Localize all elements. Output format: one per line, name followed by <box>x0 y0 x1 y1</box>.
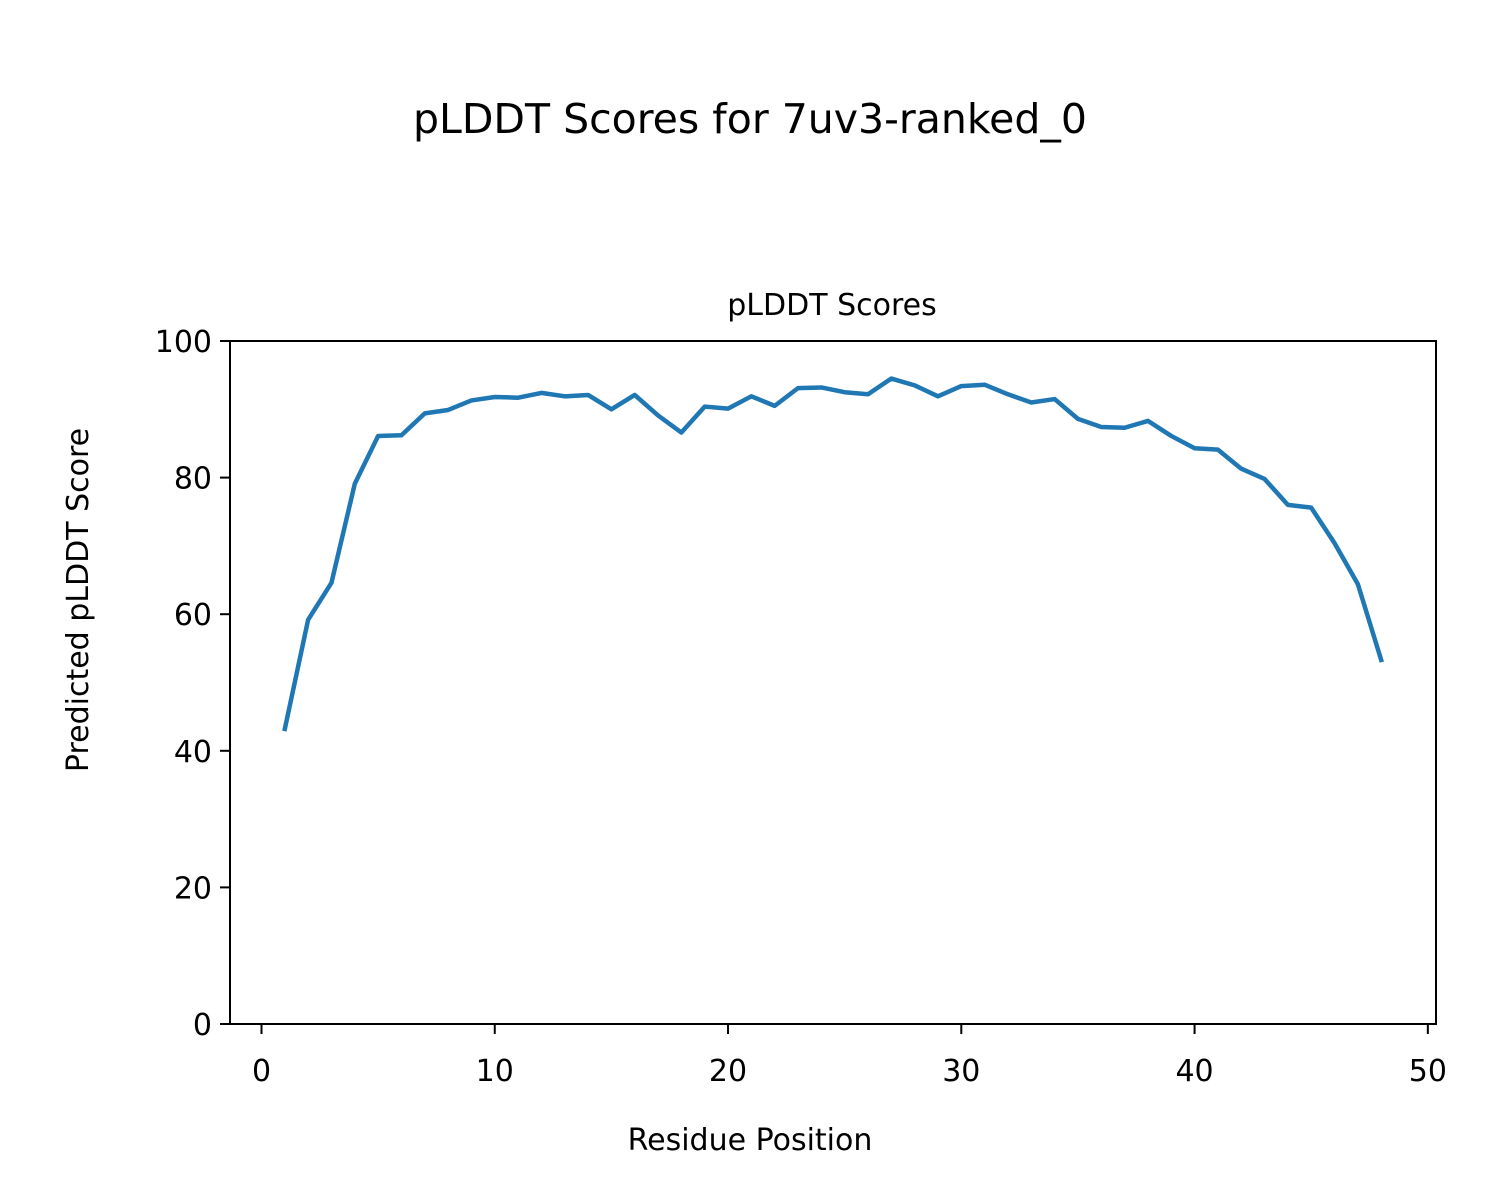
y-tick-label: 100 <box>155 325 212 360</box>
x-axis-label: Residue Position <box>628 1123 873 1158</box>
y-axis-label: Predicted pLDDT Score <box>61 428 96 772</box>
x-axis-ticks: 0 10 20 30 40 50 <box>252 1024 1447 1089</box>
chart-title: pLDDT Scores <box>727 288 936 323</box>
axes-frame <box>229 340 1437 1025</box>
y-tick-label: 80 <box>174 462 212 497</box>
plot-area <box>282 376 1384 732</box>
x-tick-label: 10 <box>476 1054 514 1089</box>
x-tick-label: 20 <box>709 1054 747 1089</box>
x-tick-label: 30 <box>942 1054 980 1089</box>
series-line-0 <box>282 376 1384 732</box>
x-tick-label: 0 <box>252 1054 271 1089</box>
y-axis-ticks: 0 20 40 60 80 100 <box>155 325 230 1043</box>
y-tick-label: 40 <box>174 735 212 770</box>
y-tick-label: 60 <box>174 598 212 633</box>
x-tick-label: 40 <box>1175 1054 1213 1089</box>
y-tick-label: 0 <box>193 1008 212 1043</box>
x-tick-label: 50 <box>1409 1054 1447 1089</box>
y-tick-label: 20 <box>174 871 212 906</box>
chart-suptitle: pLDDT Scores for 7uv3-ranked_0 <box>413 95 1087 143</box>
